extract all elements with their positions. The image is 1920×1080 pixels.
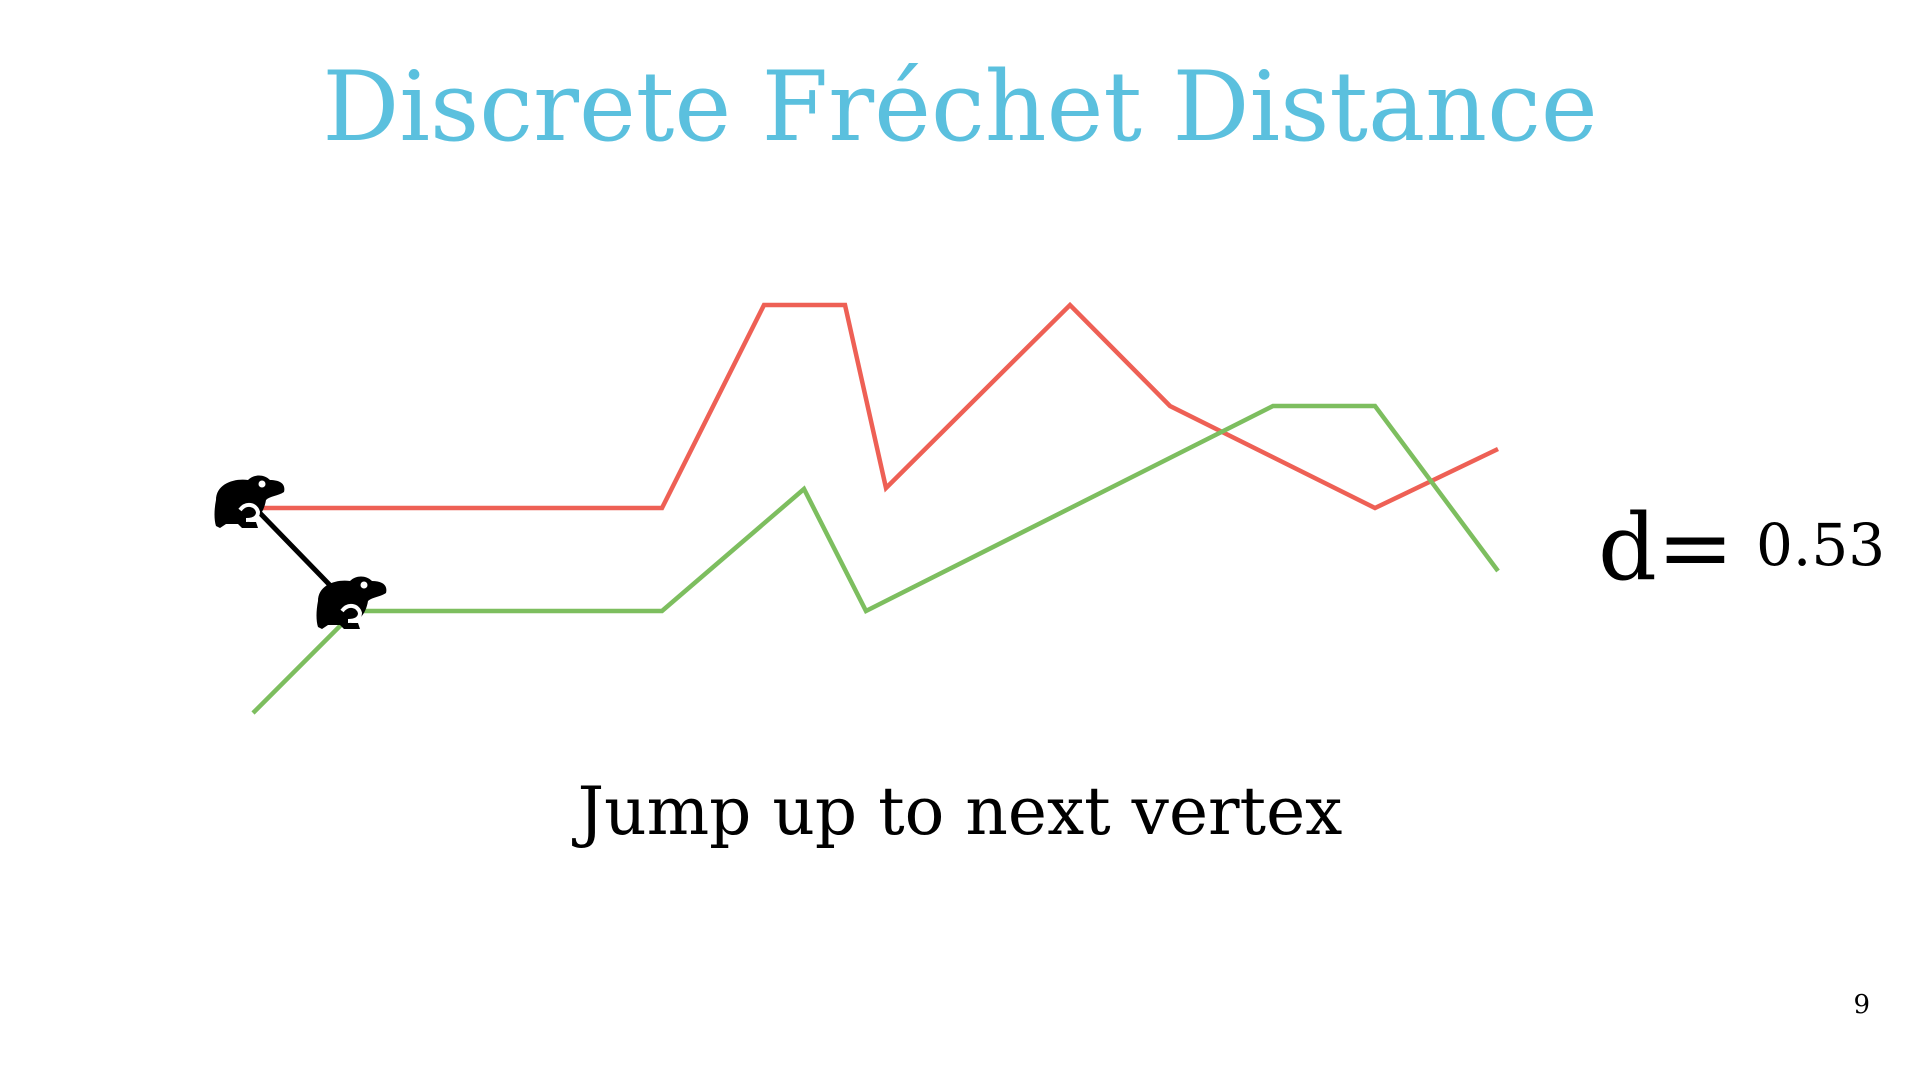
frog-icon [316, 576, 387, 629]
frog-icon [214, 475, 285, 528]
red-curve [255, 301, 1499, 511]
distance-readout: d= 0.53 [1598, 498, 1898, 608]
slide-caption: Jump up to next vertex [577, 773, 1343, 850]
slide-title: Discrete Fréchet Distance [322, 51, 1598, 163]
distance-value: 0.53 [1755, 511, 1886, 579]
page-number: 9 [1853, 990, 1870, 1020]
green-curve [251, 403, 1500, 715]
distance-label: d= [1598, 494, 1734, 601]
